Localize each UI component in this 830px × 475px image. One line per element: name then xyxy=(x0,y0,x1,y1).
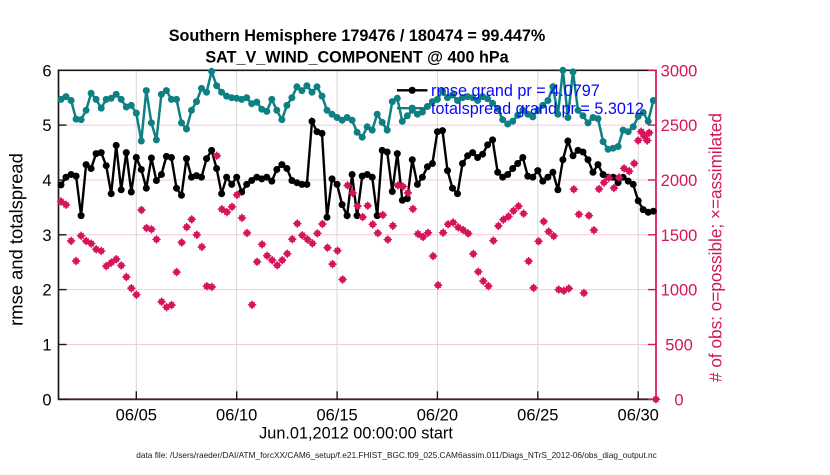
svg-text:1: 1 xyxy=(42,337,51,355)
svg-text:rmse and totalspread: rmse and totalspread xyxy=(6,153,27,326)
svg-text:3: 3 xyxy=(42,227,51,245)
svg-text:6: 6 xyxy=(42,62,51,80)
svg-text:Southern Hemisphere 179476 / 1: Southern Hemisphere 179476 / 180474 = 99… xyxy=(169,27,546,45)
svg-text:# of obs: o=possible; ×=assimi: # of obs: o=possible; ×=assimilated xyxy=(706,113,726,382)
svg-text:3000: 3000 xyxy=(661,62,698,80)
svg-text:data file: /Users/raeder/DAI/A: data file: /Users/raeder/DAI/ATM_forcXX/… xyxy=(136,450,657,460)
svg-text:06/25: 06/25 xyxy=(517,407,558,425)
svg-text:500: 500 xyxy=(665,337,693,355)
svg-text:0: 0 xyxy=(674,391,683,409)
svg-text:06/20: 06/20 xyxy=(417,407,458,425)
svg-text:06/10: 06/10 xyxy=(216,407,257,425)
svg-text:2500: 2500 xyxy=(661,117,698,135)
svg-text:2000: 2000 xyxy=(661,172,698,190)
svg-text:06/05: 06/05 xyxy=(116,407,157,425)
svg-text:06/30: 06/30 xyxy=(618,407,659,425)
svg-text:0: 0 xyxy=(42,391,51,409)
svg-text:06/15: 06/15 xyxy=(316,407,357,425)
svg-text:1500: 1500 xyxy=(661,227,698,245)
svg-text:2: 2 xyxy=(42,282,51,300)
svg-text:totalspread grand pr = 5.3012: totalspread grand pr = 5.3012 xyxy=(431,100,644,118)
svg-text:rmse grand pr = 4.0797: rmse grand pr = 4.0797 xyxy=(431,82,600,100)
svg-text:4: 4 xyxy=(42,172,51,190)
svg-text:1000: 1000 xyxy=(661,282,698,300)
svg-text:5: 5 xyxy=(42,117,51,135)
svg-text:Jun.01,2012 00:00:00 start: Jun.01,2012 00:00:00 start xyxy=(259,425,453,443)
svg-text:SAT_V_WIND_COMPONENT @ 400 hPa: SAT_V_WIND_COMPONENT @ 400 hPa xyxy=(205,49,509,67)
